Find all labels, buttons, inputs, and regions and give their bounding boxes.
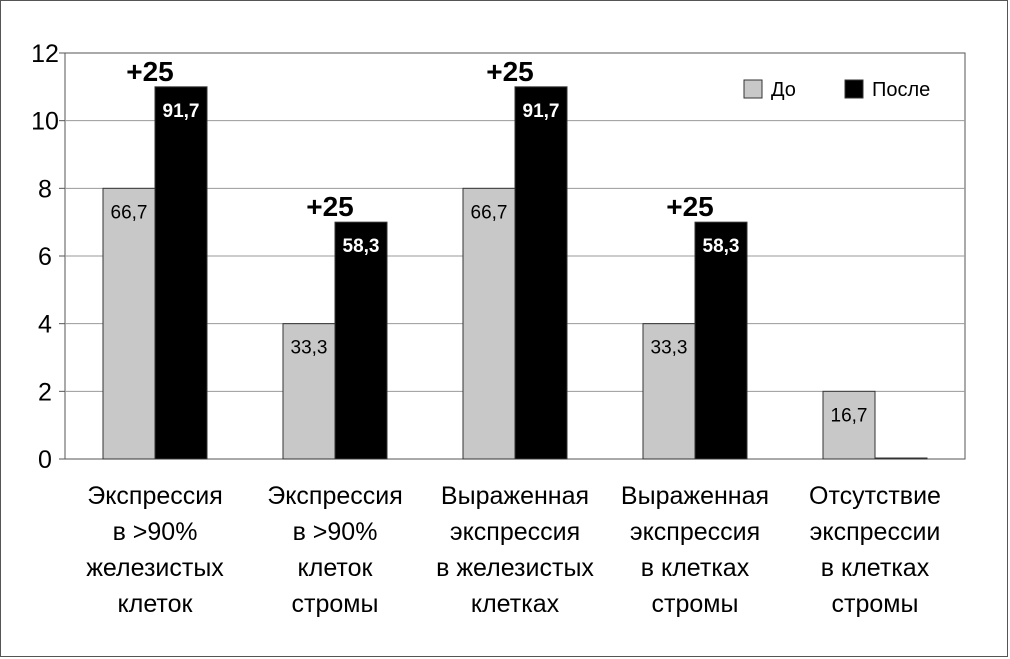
- legend-label: До: [771, 79, 796, 101]
- change-annotation: +25: [306, 191, 354, 222]
- x-category-line: Отсутствие: [809, 482, 941, 510]
- x-category-line: клеток: [117, 590, 193, 618]
- bar-after: [874, 457, 928, 460]
- bar-after: [334, 221, 388, 460]
- y-tick-label: 2: [38, 378, 52, 406]
- data-label: 33,3: [651, 338, 688, 359]
- change-annotation: +25: [126, 56, 174, 87]
- data-label: 66,7: [471, 202, 508, 223]
- x-category-line: в клетках: [820, 554, 930, 582]
- x-category-line: экспрессия: [449, 518, 581, 546]
- y-tick-label: 12: [31, 40, 59, 68]
- x-category-label: Отсутствие экспрессии в клетках стромы: [790, 478, 960, 622]
- x-category-label: Выраженная экспрессия в железистых клетках: [430, 478, 600, 622]
- x-category-line: стромы: [831, 590, 919, 618]
- x-category-line: стромы: [651, 590, 739, 618]
- bar-after: [694, 221, 748, 460]
- bars: 66,7 91,7 +25 33,3 58,3 +25 66,7 91,7 +25 33,3 58,…: [102, 56, 928, 460]
- x-category-line: в >90%: [112, 518, 198, 546]
- y-tick-label: 6: [38, 243, 52, 271]
- x-category-line: клеток: [297, 554, 373, 582]
- x-category-line: в клетках: [640, 554, 750, 582]
- y-tick-label: 4: [38, 311, 52, 339]
- bar-before: [822, 390, 876, 460]
- legend-swatch: [844, 79, 864, 99]
- x-category-line: Экспрессия: [267, 482, 403, 510]
- x-category-line: экспрессия: [629, 518, 761, 546]
- y-tick-label: 8: [38, 175, 52, 203]
- bar-before: [102, 187, 156, 460]
- y-tick-label: 0: [38, 446, 52, 474]
- x-category-line: экспрессии: [809, 518, 941, 546]
- x-category-line: клетках: [470, 590, 560, 618]
- bar-before: [462, 187, 516, 460]
- change-annotation: +25: [666, 191, 714, 222]
- data-label: 91,7: [523, 101, 560, 122]
- x-category-line: в >90%: [292, 518, 378, 546]
- data-label: 16,7: [831, 405, 868, 426]
- data-label: 58,3: [343, 236, 380, 257]
- x-category-line: в железистых: [436, 554, 594, 582]
- x-category-line: железистых: [86, 554, 224, 582]
- x-category-label: Выраженная экспрессия в клетках стромы: [610, 478, 780, 622]
- legend-swatch: [743, 79, 763, 99]
- data-label: 66,7: [111, 202, 148, 223]
- bar-after: [154, 86, 208, 460]
- data-label: 33,3: [291, 338, 328, 359]
- data-label: 91,7: [163, 101, 200, 122]
- x-category-label: Экспрессия в >90% клеток стромы: [250, 478, 420, 622]
- change-annotation: +25: [486, 56, 534, 87]
- data-label: 58,3: [703, 236, 740, 257]
- legend: До После: [743, 79, 930, 101]
- bar-before: [642, 323, 696, 460]
- y-tick-label: 10: [31, 108, 59, 136]
- bar-after: [514, 86, 568, 460]
- x-category-line: Выраженная: [620, 482, 770, 510]
- x-category-line: стромы: [291, 590, 379, 618]
- x-category-line: Экспрессия: [87, 482, 223, 510]
- legend-label: После: [872, 79, 930, 101]
- x-category-line: Выраженная: [440, 482, 590, 510]
- y-axis-ticks: 0 2 4 6 8 10 12: [31, 40, 65, 474]
- x-category-label: Экспрессия в >90% железистых клеток: [70, 478, 240, 622]
